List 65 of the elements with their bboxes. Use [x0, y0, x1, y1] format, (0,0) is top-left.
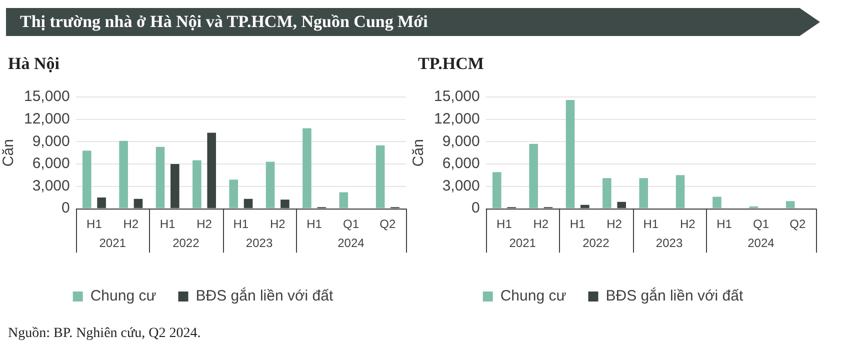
bar [566, 100, 575, 208]
y-tick-label: 15,000 [434, 88, 480, 106]
bar [376, 145, 385, 208]
bar [492, 172, 502, 208]
legend-label: Chung cư [90, 288, 156, 305]
legend-label: BĐS gắn liền với đất [196, 286, 334, 305]
chart-title: TP.HCM [418, 54, 485, 75]
x-tick-label: H1 [643, 217, 659, 232]
x-tick-label: Q1 [342, 217, 360, 232]
x-tick-label: Q2 [380, 217, 396, 232]
text: 2022 [172, 236, 200, 250]
bar [529, 144, 538, 208]
x-tick-label: H2 [606, 217, 622, 232]
bar [712, 196, 722, 208]
bar [339, 192, 348, 208]
bar [302, 128, 312, 208]
x-tick-label: H2 [270, 217, 286, 232]
x-tick-label: H1 [570, 217, 586, 232]
x-tick-label: Q2 [790, 217, 806, 232]
x-tick-label: H1 [233, 217, 249, 232]
y-tick-label: 3,000 [32, 177, 70, 194]
y-tick-label: 6,000 [32, 155, 70, 172]
bar [156, 146, 165, 208]
x-tick-label: H1 [716, 217, 732, 232]
text: 2023 [246, 236, 273, 250]
bar [82, 150, 92, 208]
x-tick-label: H1 [160, 217, 176, 232]
y-tick-label: 6,000 [442, 155, 480, 172]
bar [229, 180, 238, 208]
text: 2021 [509, 236, 536, 250]
text: 2021 [99, 236, 126, 250]
x-tick-label: H1 [306, 217, 322, 232]
x-tick-label: H2 [533, 217, 549, 232]
bar [266, 162, 275, 208]
text: Nguồn: BP. Nghiên cứu, Q2 2024. [8, 326, 201, 342]
x-tick-label: H1 [86, 217, 102, 232]
y-tick-label: 3,000 [442, 177, 480, 194]
x-tick-label: H2 [123, 217, 139, 232]
y-tick-label: 0 [472, 200, 480, 217]
x-tick-label: Q1 [752, 217, 770, 232]
y-tick-label: 0 [62, 200, 70, 217]
y-axis-title: Căn [0, 139, 18, 167]
x-tick-label: H2 [680, 217, 696, 232]
y-tick-label: 12,000 [434, 110, 480, 128]
bar [119, 140, 128, 208]
bar [786, 201, 795, 208]
y-axis-title: Căn [410, 139, 428, 167]
legend-label: BĐS gắn liền với đất [606, 286, 744, 305]
text: 2022 [582, 236, 610, 250]
x-tick-label: H1 [496, 217, 512, 232]
text: 2023 [656, 236, 683, 250]
text: 2024 [748, 236, 775, 250]
bar [602, 178, 612, 208]
bar [676, 175, 685, 208]
bar [192, 160, 202, 208]
text: Thị trường nhà ở Hà Nội và TP.HCM, Nguồn Cung Mới [6, 8, 820, 36]
text: 2024 [338, 236, 365, 250]
y-tick-label: 15,000 [24, 88, 70, 106]
chart-title: Hà Nội [8, 54, 60, 73]
x-tick-label: H2 [196, 217, 212, 232]
y-tick-label: 9,000 [32, 132, 70, 150]
legend-label: Chung cư [500, 288, 566, 305]
bar [639, 178, 648, 208]
y-tick-label: 12,000 [24, 110, 70, 128]
y-tick-label: 9,000 [442, 132, 480, 150]
